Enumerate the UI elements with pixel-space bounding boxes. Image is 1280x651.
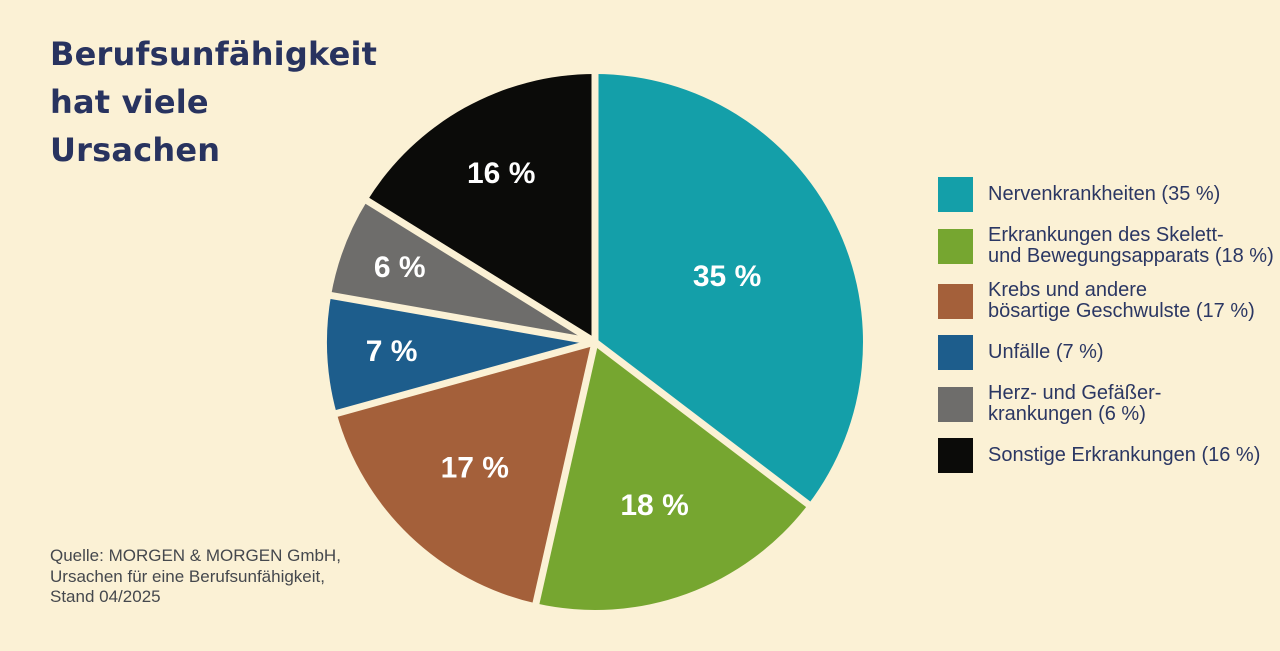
legend-label: Unfälle (7 %) [988,341,1104,363]
legend-label: Krebs und andere bösartige Geschwulste (… [988,279,1255,322]
page-title-line: Berufsunfähigkeit [50,35,378,73]
slice-gap-line [362,195,597,345]
legend-swatch-icon [938,283,973,319]
slice-value-label: 17 % [441,452,509,485]
legend-item-skelett-bewegungsapparat: Erkrankungen des Skelett- und Bewegungsa… [938,225,1274,267]
legend-item-unfaelle: Unfälle (7 %) [938,335,1274,370]
pie-slice-4 [327,295,595,414]
legend-item-nervenkrankheiten: Nervenkrankheiten (35 %) [938,177,1274,212]
page-title-line: Ursachen [50,131,221,169]
slice-value-label: 16 % [467,157,535,190]
pie-slice-6 [367,74,595,342]
slice-gap-line [592,339,814,510]
slice-gap-line [331,338,596,418]
legend-swatch-icon [938,335,973,370]
pie-slice-3 [336,342,595,604]
page-title: Berufsunfähigkeit hat viele Ursachen [50,30,377,174]
legend-swatch-icon [938,228,973,264]
source-note: Quelle: MORGEN & MORGEN GmbH, Ursachen f… [50,546,341,606]
legend-swatch-icon [938,438,973,473]
page-title-line: hat viele [50,83,209,121]
slice-value-label: 35 % [693,260,761,293]
legend-item-sonstige: Sonstige Erkrankungen (16 %) [938,438,1274,473]
legend-item-krebs: Krebs und andere bösartige Geschwulste (… [938,280,1274,322]
slice-value-label: 6 % [374,251,426,284]
legend-label: Herz- und Gefäßer- krankungen (6 %) [988,382,1162,425]
slice-value-label: 7 % [366,335,418,368]
pie-slice-1 [595,74,863,505]
legend-item-herz-gefaesserkrankungen: Herz- und Gefäßer- krankungen (6 %) [938,383,1274,425]
legend-swatch-icon [938,177,973,212]
slice-gap-line [531,341,599,609]
pie-slice-2 [535,342,809,610]
legend-label: Nervenkrankheiten (35 %) [988,183,1221,205]
slice-value-label: 18 % [620,489,688,522]
legend-label: Erkrankungen des Skelett- und Bewegungsa… [988,224,1274,267]
legend-label: Sonstige Erkrankungen (16 %) [988,444,1261,466]
legend: Nervenkrankheiten (35 %) Erkrankungen de… [938,177,1274,473]
legend-swatch-icon [938,386,973,422]
slice-gap-line [326,291,596,346]
